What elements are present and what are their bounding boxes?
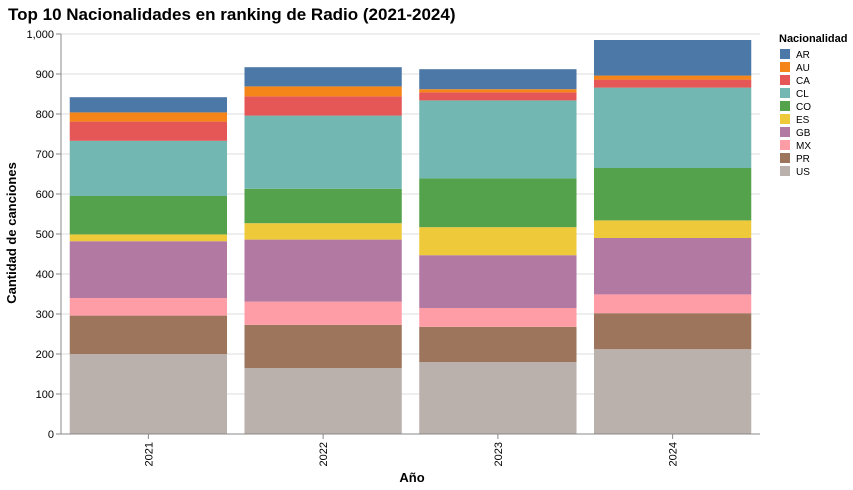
y-tick-label: 700 [36, 149, 54, 161]
bar-segment-2022-pr [244, 324, 402, 368]
legend-swatch-es [780, 114, 790, 124]
axes: 0 100 200 300 400 500 600 700 800 900 1,000 2021 202… [26, 29, 760, 466]
bar-segment-2023-pr [419, 326, 577, 362]
bar-segment-2023-au [419, 89, 577, 93]
chart-title: Top 10 Nacionalidades en ranking de Radi… [8, 5, 456, 24]
bar-segment-2023-ar [419, 69, 577, 90]
bar-segment-2022-gb [244, 239, 402, 302]
x-tick-label: 2021 [143, 442, 155, 466]
bar-segment-2024-au [593, 75, 752, 80]
legend-label-es: ES [796, 115, 810, 126]
legend-swatch-pr [780, 153, 790, 163]
bar-segment-2021-cl [69, 140, 228, 196]
bar-segment-2023-co [419, 178, 577, 228]
bar-segment-2021-pr [69, 315, 228, 354]
bar-segment-2024-us [593, 349, 752, 434]
y-tick-label: 200 [36, 349, 54, 361]
x-tick-label: 2022 [318, 442, 330, 466]
bar-segment-2021-us [69, 354, 228, 434]
bars [69, 40, 752, 434]
y-tick-label: 0 [48, 429, 54, 441]
legend-swatch-cl [780, 88, 790, 98]
legend-label-co: CO [796, 102, 811, 113]
y-tick-label: 300 [36, 309, 54, 321]
bar-segment-2022-co [244, 188, 402, 224]
x-tick-label: 2024 [668, 442, 680, 466]
bar-segment-2024-pr [593, 313, 752, 350]
y-tick-label: 600 [36, 189, 54, 201]
bar-segment-2023-gb [419, 255, 577, 308]
x-tick-label: 2023 [493, 442, 505, 466]
bar-segment-2024-cl [593, 87, 752, 168]
bar-segment-2021-au [69, 112, 228, 122]
legend-title: Nacionalidad [779, 33, 847, 45]
bar-segment-2023-es [419, 227, 577, 256]
legend-swatch-co [780, 101, 790, 111]
bar-segment-2023-ca [419, 92, 577, 101]
bar-segment-2022-mx [244, 301, 402, 325]
bar-segment-2021-gb [69, 241, 228, 298]
bar-segment-2023-cl [419, 100, 577, 179]
y-axis-title: Cantidad de canciones [4, 162, 19, 304]
legend-swatch-mx [780, 140, 790, 150]
legend-swatch-au [780, 62, 790, 72]
legend-label-au: AU [796, 63, 810, 74]
legend-label-ca: CA [796, 76, 810, 87]
legend-label-gb: GB [796, 128, 811, 139]
legend-label-mx: MX [796, 141, 811, 152]
legend-swatch-us [780, 166, 790, 176]
bar-segment-2024-ar [593, 40, 752, 76]
legend-label-cl: CL [796, 89, 809, 100]
bar-segment-2021-co [69, 196, 228, 235]
legend-label-us: US [796, 167, 810, 178]
bar-segment-2022-us [244, 368, 402, 434]
legend-swatch-ca [780, 75, 790, 85]
bar-segment-2024-ca [593, 79, 752, 88]
legend-label-ar: AR [796, 50, 810, 61]
bar-segment-2023-us [419, 362, 577, 434]
bar-segment-2024-co [593, 168, 752, 221]
bar-segment-2022-es [244, 223, 402, 240]
bar-segment-2022-ca [244, 96, 402, 116]
bar-segment-2022-cl [244, 115, 402, 189]
bar-segment-2022-ar [244, 67, 402, 87]
bar-segment-2023-mx [419, 308, 577, 327]
y-tick-label: 100 [36, 389, 54, 401]
bar-segment-2024-mx [593, 294, 752, 314]
x-axis-title: Año [399, 470, 424, 485]
bar-segment-2021-mx [69, 298, 228, 316]
y-tick-label: 800 [36, 109, 54, 121]
bar-segment-2022-au [244, 86, 402, 97]
y-tick-label: 500 [36, 229, 54, 241]
bar-segment-2024-gb [593, 238, 752, 295]
y-tick-label: 1,000 [26, 29, 54, 41]
bar-segment-2021-ca [69, 121, 228, 141]
bar-segment-2021-es [69, 234, 228, 242]
y-tick-label: 900 [36, 69, 54, 81]
y-tick-label: 400 [36, 269, 54, 281]
bar-segment-2021-ar [69, 97, 228, 113]
legend-swatch-ar [780, 49, 790, 59]
legend: Nacionalidad AR AU CA CL CO ES GB MX PR US [779, 33, 847, 178]
legend-swatch-gb [780, 127, 790, 137]
legend-label-pr: PR [796, 154, 810, 165]
bar-segment-2024-es [593, 220, 752, 238]
